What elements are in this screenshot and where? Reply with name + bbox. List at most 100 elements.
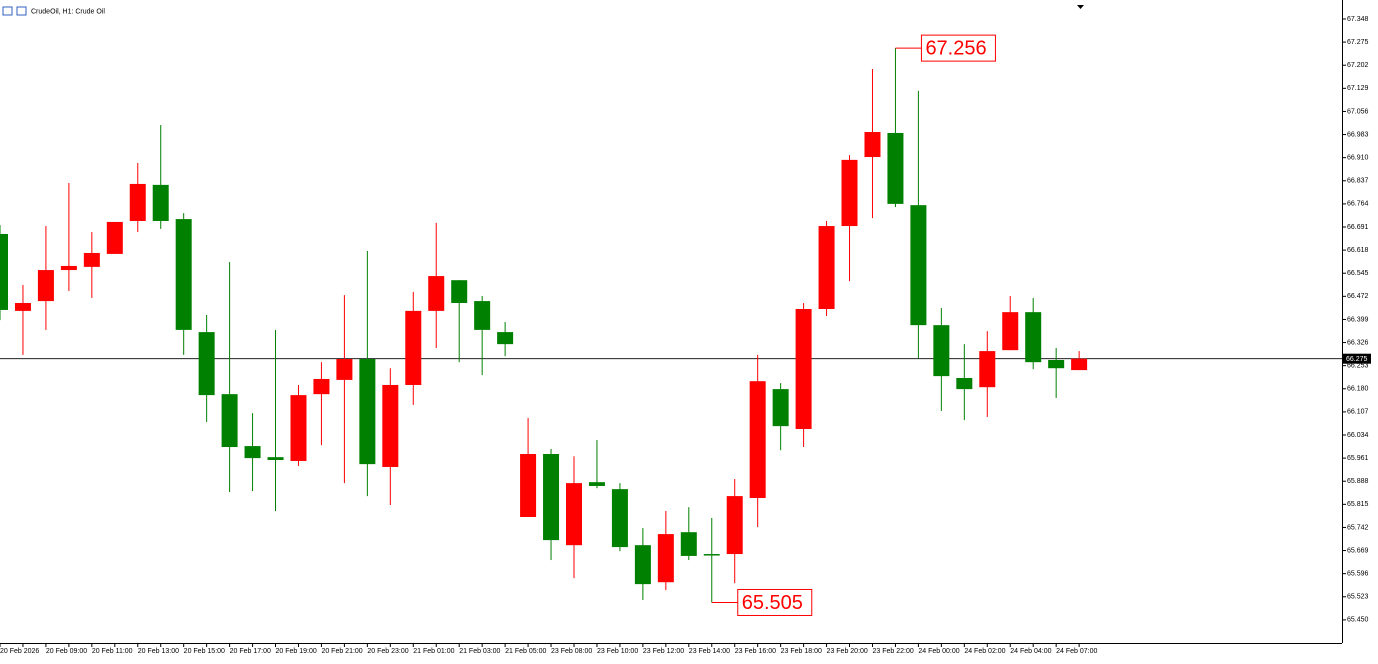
candle-body <box>37 270 54 302</box>
candle-body <box>497 332 514 345</box>
candle-body <box>336 359 353 380</box>
y-tick-label: 65.596 <box>1347 571 1369 578</box>
y-tick-label: 66.472 <box>1347 293 1369 300</box>
candle-body <box>634 545 651 585</box>
x-tick-label: 23 Feb 12:00 <box>643 648 684 655</box>
annotation-box <box>737 588 813 616</box>
candle-body <box>795 308 812 429</box>
x-tick-label: 20 Feb 11:00 <box>92 648 133 655</box>
x-tick-label: 24 Feb 00:00 <box>918 648 959 655</box>
candle-body <box>520 453 537 517</box>
candle-body <box>956 378 973 390</box>
candle-body <box>841 159 858 227</box>
candle-body <box>221 394 238 448</box>
x-tick-label: 23 Feb 20:00 <box>827 648 868 655</box>
x-tick-label: 24 Feb 04:00 <box>1010 648 1051 655</box>
candle-body <box>474 301 491 330</box>
x-tick-label: 23 Feb 10:00 <box>597 648 638 655</box>
annotation-label: 67.256 <box>925 37 986 59</box>
candle-body <box>818 226 835 309</box>
candle-body <box>428 276 445 311</box>
y-tick-label: 65.815 <box>1347 501 1369 508</box>
candle-body <box>152 184 169 221</box>
y-tick-label: 65.450 <box>1347 617 1369 624</box>
x-tick-label: 21 Feb 03:00 <box>459 648 500 655</box>
candle-body <box>772 389 789 427</box>
candle-body <box>1071 358 1088 371</box>
y-tick-label: 67.275 <box>1347 39 1369 46</box>
candle-body <box>749 381 766 499</box>
y-tick-label: 65.669 <box>1347 547 1369 554</box>
y-tick-label: 66.180 <box>1347 386 1369 393</box>
candle-body <box>106 221 123 254</box>
candle-body <box>1048 359 1065 369</box>
candle-body <box>382 384 399 467</box>
current-price-tag <box>1343 353 1371 364</box>
candle-body <box>680 532 697 556</box>
candle-body <box>175 219 192 330</box>
y-tick-label: 67.129 <box>1347 85 1369 92</box>
candle-body <box>588 482 605 486</box>
candle-body <box>451 280 468 303</box>
y-tick-label: 67.056 <box>1347 108 1369 115</box>
candle-body <box>726 496 743 555</box>
x-tick-label: 23 Feb 08:00 <box>551 648 592 655</box>
candle-body <box>0 233 8 310</box>
candle-body <box>979 351 996 388</box>
y-tick-label: 66.399 <box>1347 316 1369 323</box>
x-tick-label: 21 Feb 01:00 <box>413 648 454 655</box>
y-tick-label: 65.961 <box>1347 455 1369 462</box>
y-tick-label: 66.545 <box>1347 270 1369 277</box>
x-tick-label: 20 Feb 09:00 <box>46 648 87 655</box>
candle-body <box>60 265 77 271</box>
candle-body <box>887 132 904 204</box>
candle-body <box>244 446 261 459</box>
candle-body <box>1002 312 1019 351</box>
annotation-label: 65.505 <box>742 592 803 614</box>
y-tick-label: 65.742 <box>1347 524 1369 531</box>
y-tick-label: 67.348 <box>1347 16 1369 23</box>
x-tick-label: 23 Feb 14:00 <box>689 648 730 655</box>
chart-title: CrudeOil, H1: Crude Oil <box>31 8 105 15</box>
y-tick-label: 66.691 <box>1347 224 1369 231</box>
x-tick-label: 23 Feb 16:00 <box>735 648 776 655</box>
candle-body <box>129 183 146 221</box>
x-tick-label: 23 Feb 22:00 <box>872 648 913 655</box>
candle-body <box>290 395 307 461</box>
y-tick-label: 67.202 <box>1347 62 1369 69</box>
candle-body <box>910 205 927 326</box>
x-tick-label: 20 Feb 17:00 <box>230 648 271 655</box>
candle-body <box>864 132 881 158</box>
x-tick-label: 23 Feb 18:00 <box>781 648 822 655</box>
current-price-label: 66.275 <box>1346 356 1368 363</box>
candle-body <box>1025 312 1042 363</box>
y-tick-label: 66.983 <box>1347 131 1369 138</box>
x-tick-label: 20 Feb 15:00 <box>184 648 225 655</box>
candle-body <box>566 483 582 546</box>
candle-body <box>933 325 950 377</box>
x-tick-label: 20 Feb 19:00 <box>276 648 317 655</box>
candle-body <box>198 332 215 396</box>
menu-arrow[interactable] <box>1077 5 1084 9</box>
y-tick-label: 66.253 <box>1347 363 1369 370</box>
y-tick-label: 66.764 <box>1347 201 1369 208</box>
candle-body <box>703 554 720 556</box>
y-tick-label: 65.888 <box>1347 478 1369 485</box>
candle-body <box>83 252 100 267</box>
candle-body <box>14 302 31 311</box>
x-tick-label: 24 Feb 02:00 <box>964 648 1005 655</box>
y-tick-label: 66.326 <box>1347 339 1369 346</box>
icon <box>2 6 13 16</box>
y-tick-label: 66.034 <box>1347 432 1369 439</box>
annotation-box <box>920 34 996 62</box>
icon <box>16 6 27 16</box>
x-tick-label: 20 Feb 23:00 <box>367 648 408 655</box>
candle-body <box>267 457 284 461</box>
candle-body <box>543 453 560 541</box>
candle-body <box>405 310 422 385</box>
x-tick-label: 21 Feb 05:00 <box>505 648 546 655</box>
y-tick-label: 66.910 <box>1347 155 1369 162</box>
y-tick-label: 66.107 <box>1347 409 1369 416</box>
